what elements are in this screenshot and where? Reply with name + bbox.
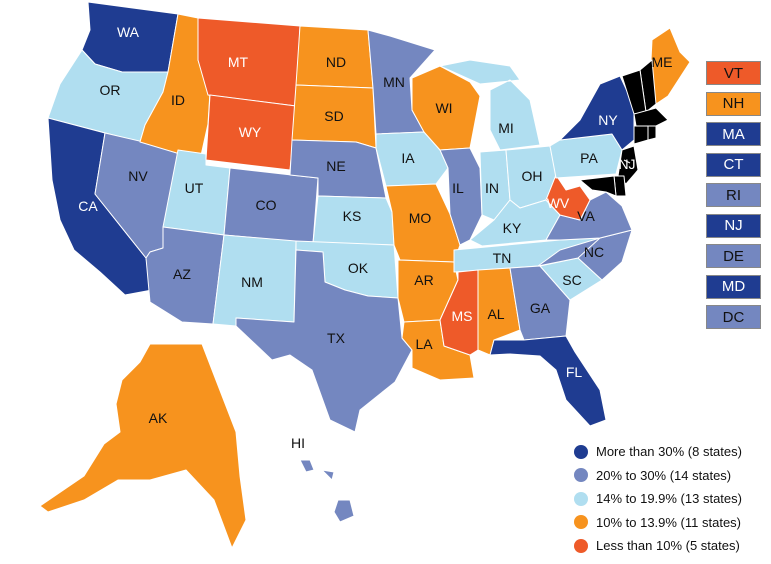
small-state-box-CT: CT: [706, 152, 761, 177]
state-label-IN: IN: [485, 180, 499, 196]
state-label-IL: IL: [452, 180, 464, 196]
small-state-box-VT: VT: [706, 61, 761, 85]
state-MT: [197, 17, 301, 107]
state-label-MI: MI: [498, 120, 514, 136]
state-label-WV: WV: [547, 195, 570, 211]
state-label-KS: KS: [343, 208, 362, 224]
legend-label: 14% to 19.9% (13 states): [596, 491, 742, 507]
state-label-OK: OK: [348, 260, 369, 276]
legend-label: 20% to 30% (14 states): [596, 467, 732, 483]
state-label-WA: WA: [117, 24, 140, 40]
small-state-box-DC: DC: [706, 305, 761, 329]
legend-item: 20% to 30% (14 states): [574, 464, 771, 488]
state-label-PA: PA: [580, 150, 598, 166]
small-state-box-RI: RI: [706, 183, 761, 207]
state-label-IA: IA: [401, 150, 415, 166]
state-label-ID: ID: [171, 92, 185, 108]
state-label-NJ: NJ: [618, 156, 635, 172]
state-label-SC: SC: [562, 272, 581, 288]
legend-label: More than 30% (8 states): [596, 444, 742, 460]
state-label-AL: AL: [487, 306, 504, 322]
state-label-GA: GA: [530, 300, 551, 316]
state-HI: [299, 459, 355, 523]
state-label-NC: NC: [584, 244, 604, 260]
state-label-AR: AR: [414, 272, 433, 288]
legend-swatch: [574, 491, 588, 506]
map-legend: More than 30% (8 states) 20% to 30% (14 s…: [574, 440, 771, 558]
small-state-box-DE: DE: [706, 244, 761, 268]
state-label-MS: MS: [452, 308, 473, 324]
legend-item: More than 30% (8 states): [574, 440, 771, 464]
state-label-MT: MT: [228, 54, 249, 70]
state-label-FL: FL: [566, 364, 583, 380]
state-label-CA: CA: [78, 198, 98, 214]
state-label-ND: ND: [326, 54, 346, 70]
legend-swatch: [574, 538, 588, 553]
state-label-OR: OR: [100, 82, 121, 98]
small-state-box-MA: MA: [706, 122, 761, 146]
state-label-WY: WY: [239, 124, 262, 140]
state-label-UT: UT: [185, 180, 204, 196]
state-label-MN: MN: [383, 74, 405, 90]
state-CT: [633, 125, 649, 145]
small-state-box-NJ: NJ: [706, 213, 761, 238]
state-label-AZ: AZ: [173, 266, 191, 282]
legend-item: 14% to 19.9% (13 states): [574, 487, 771, 511]
state-MD: [579, 175, 617, 197]
state-FL: [489, 335, 607, 427]
state-label-WI: WI: [435, 100, 452, 116]
state-label-CO: CO: [256, 197, 277, 213]
state-label-NY: NY: [598, 112, 618, 128]
state-label-MO: MO: [409, 210, 432, 226]
state-label-KY: KY: [503, 220, 522, 236]
state-AK: [39, 343, 247, 549]
state-NJ: [617, 145, 639, 185]
state-label-HI: HI: [291, 435, 305, 451]
state-label-SD: SD: [324, 108, 343, 124]
state-MI: [439, 59, 541, 151]
state-TX: [235, 249, 413, 433]
state-label-AK: AK: [149, 410, 168, 426]
state-label-LA: LA: [415, 336, 433, 352]
state-label-TN: TN: [493, 250, 512, 266]
state-label-NM: NM: [241, 274, 263, 290]
state-label-NE: NE: [326, 158, 345, 174]
state-RI: [647, 125, 657, 141]
nj-leader-line: [623, 159, 631, 164]
state-label-VA: VA: [577, 208, 595, 224]
state-label-OH: OH: [522, 168, 543, 184]
small-state-box-NH: NH: [706, 91, 761, 116]
legend-label: Less than 10% (5 states): [596, 538, 740, 554]
state-label-NV: NV: [128, 168, 148, 184]
state-label-ME: ME: [652, 54, 673, 70]
state-label-TX: TX: [327, 330, 346, 346]
legend-item: Less than 10% (5 states): [574, 534, 771, 558]
legend-swatch: [574, 515, 588, 530]
legend-swatch: [574, 468, 588, 483]
legend-label: 10% to 13.9% (11 states): [596, 514, 742, 530]
legend-swatch: [574, 444, 588, 459]
legend-item: 10% to 13.9% (11 states): [574, 511, 771, 535]
state-MA: [633, 107, 669, 127]
small-state-box-MD: MD: [706, 274, 761, 299]
